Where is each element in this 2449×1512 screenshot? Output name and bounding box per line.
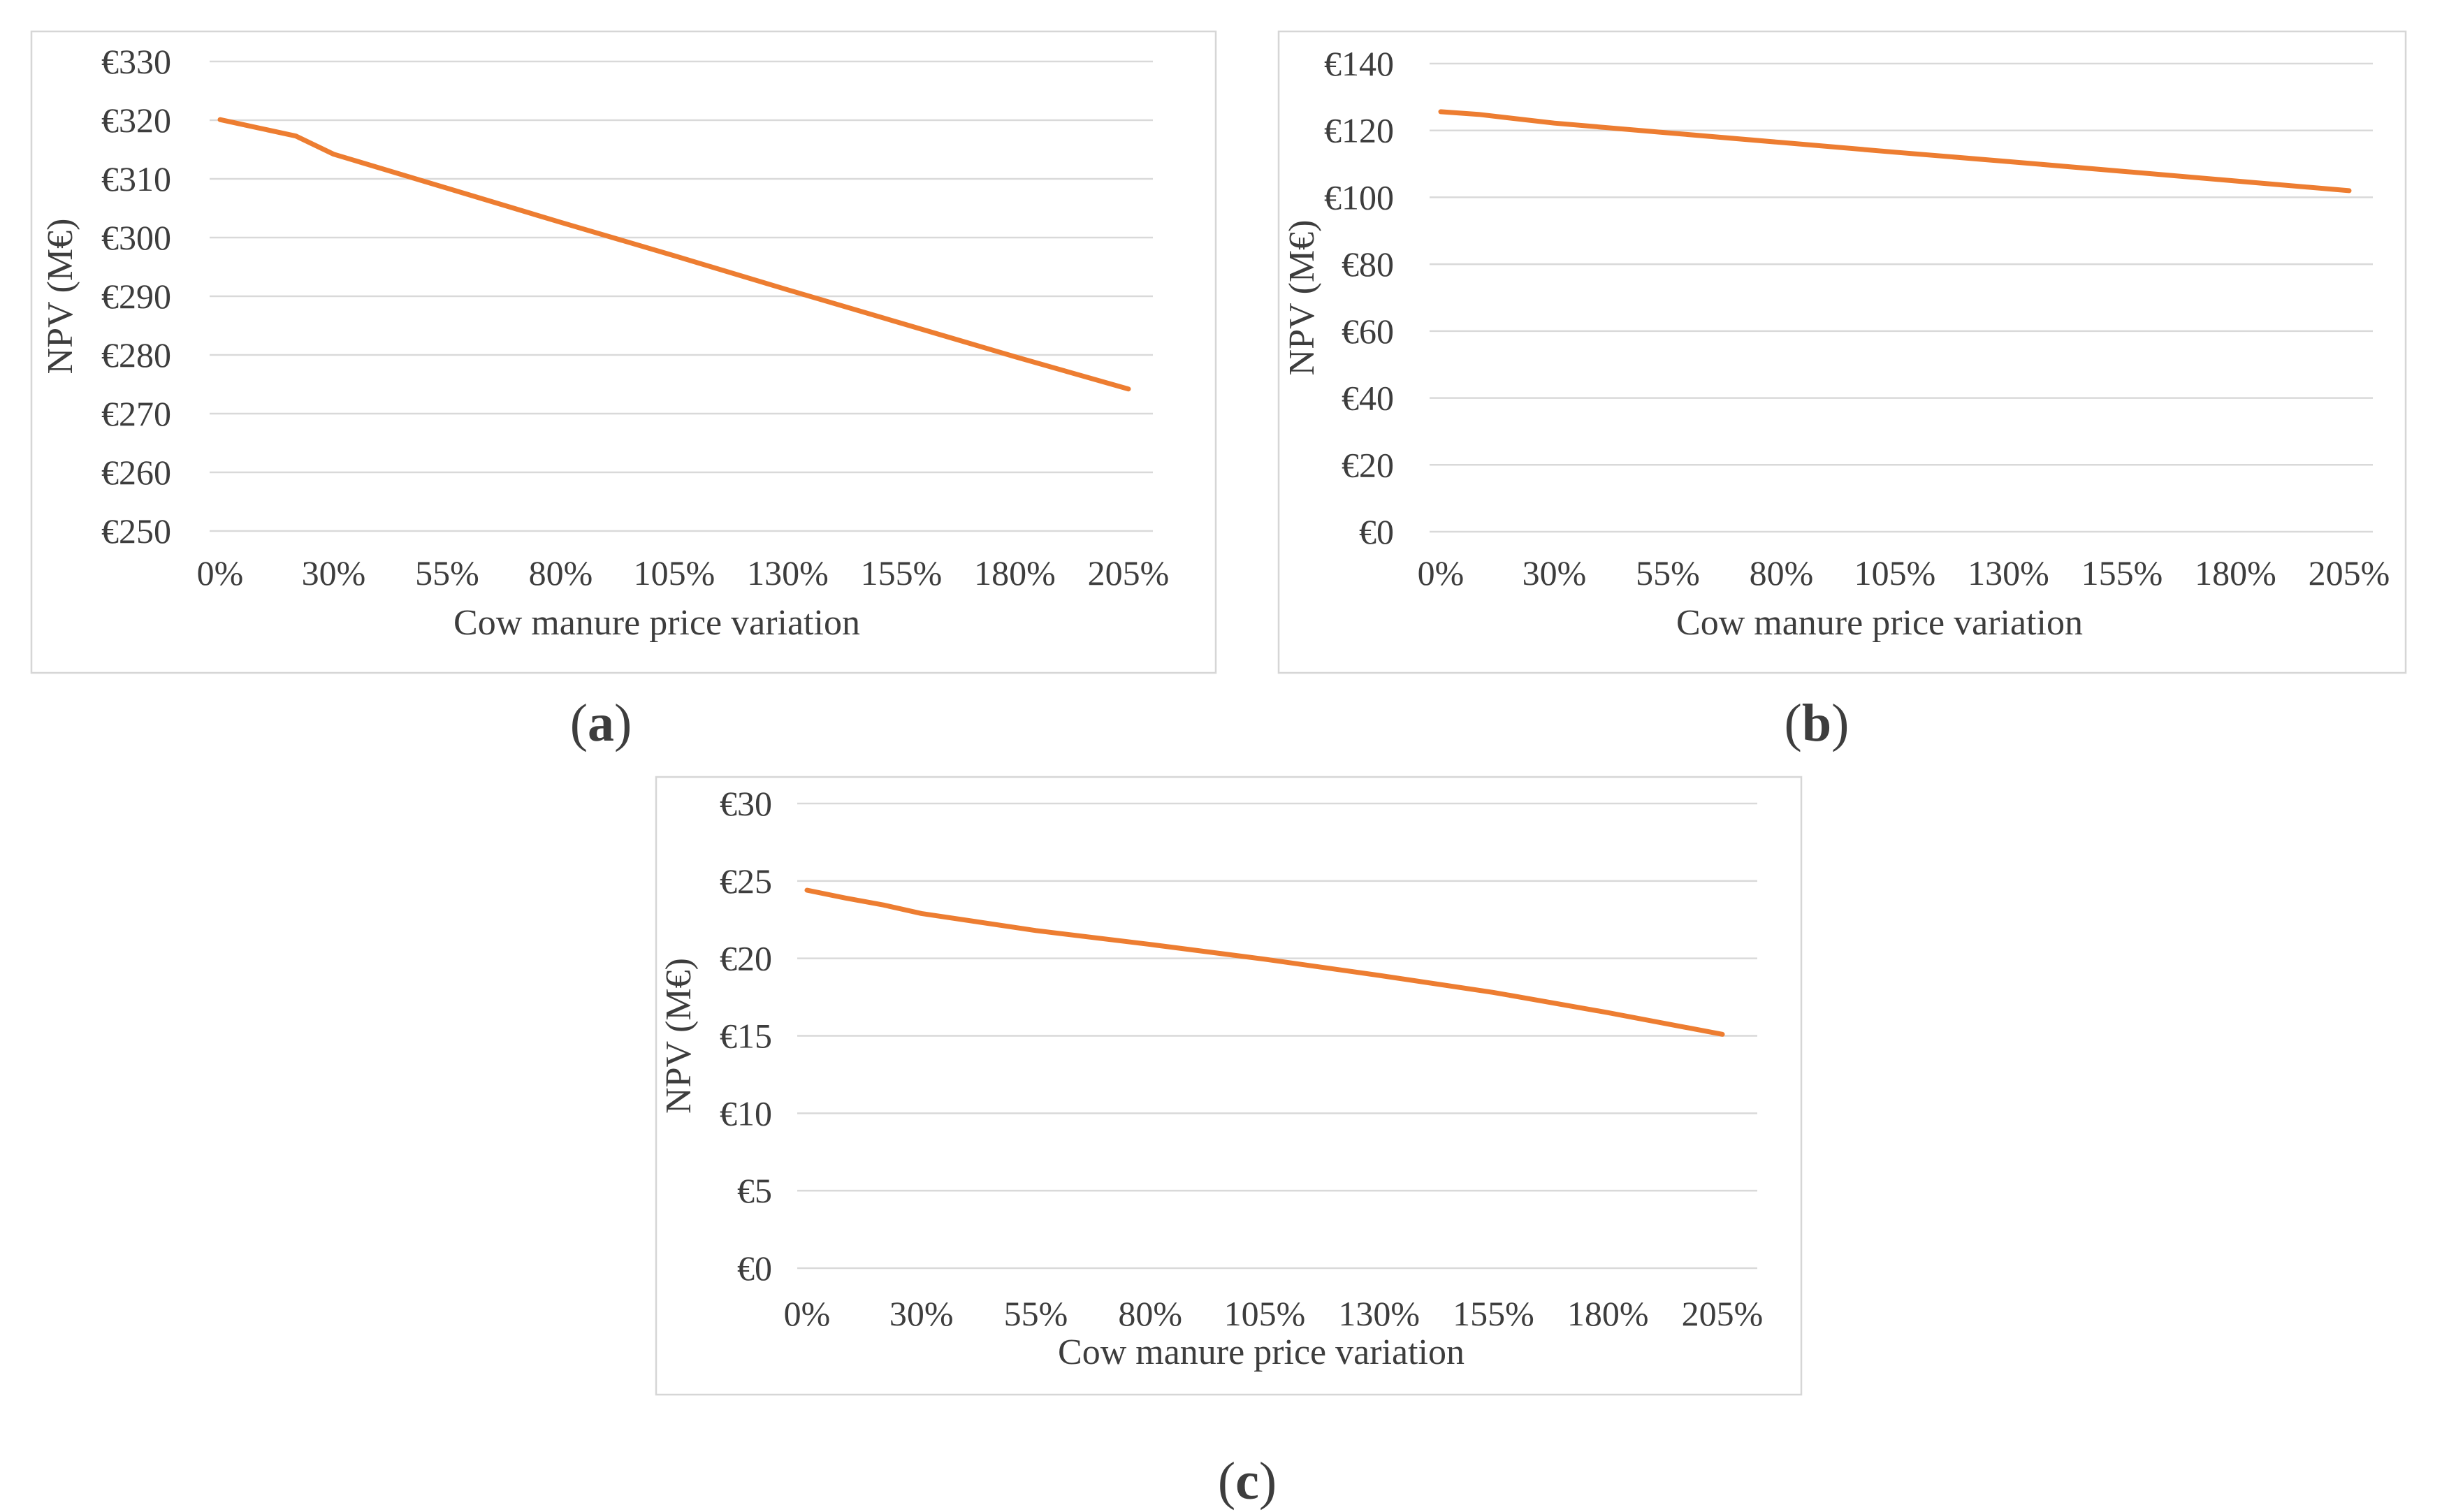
y-tick-label: €300 (101, 218, 171, 257)
y-tick-label: €250 (101, 511, 171, 551)
y-tick-label: €330 (101, 42, 171, 81)
caption-close-paren: ) (1831, 694, 1849, 753)
caption-close-paren: ) (614, 694, 632, 753)
y-tick-label: €15 (720, 1017, 772, 1056)
y-tick-label: €100 (1324, 177, 1394, 217)
chart-a-border (30, 30, 1217, 674)
chart-b-border (1277, 30, 2407, 674)
x-tick-label: 105% (1854, 553, 1936, 593)
caption-close-paren: ) (1259, 1452, 1277, 1511)
x-axis-title: Cow manure price variation (1058, 1332, 1465, 1372)
x-tick-label: 105% (634, 553, 715, 593)
x-tick-label: 130% (1338, 1294, 1420, 1333)
y-axis-title: NPV (M€) (41, 219, 80, 375)
x-tick-label: 30% (302, 553, 366, 593)
y-axis-title: NPV (M€) (1282, 220, 1322, 376)
x-tick-label: 155% (2081, 553, 2163, 593)
x-tick-label: 105% (1224, 1294, 1306, 1333)
x-tick-label: 80% (529, 553, 593, 593)
caption-letter: a (588, 694, 614, 753)
y-tick-label: €0 (1359, 512, 1394, 551)
chart-c-border (655, 776, 1803, 1396)
caption-letter: c (1235, 1452, 1259, 1511)
x-tick-label: 180% (974, 553, 1056, 593)
y-tick-label: €10 (720, 1093, 772, 1133)
subfigure-caption-c: (c) (1218, 1452, 1277, 1511)
x-tick-label: 0% (784, 1294, 831, 1333)
y-axis-title: NPV (M€) (659, 958, 699, 1114)
x-tick-label: 0% (1418, 553, 1465, 593)
y-tick-label: €290 (101, 277, 171, 316)
y-tick-label: €60 (1342, 312, 1394, 351)
x-tick-label: 30% (1523, 553, 1587, 593)
y-tick-label: €25 (720, 862, 772, 901)
x-axis-title: Cow manure price variation (1676, 603, 2083, 643)
y-tick-label: €40 (1342, 379, 1394, 418)
x-tick-label: 205% (1682, 1294, 1764, 1333)
subfigure-caption-a: (a) (570, 694, 632, 753)
x-tick-label: 0% (197, 553, 244, 593)
x-tick-label: 80% (1118, 1294, 1182, 1333)
caption-open-paren: ( (1218, 1452, 1235, 1511)
y-tick-label: €20 (1342, 445, 1394, 484)
y-tick-label: €140 (1324, 44, 1394, 83)
x-tick-label: 155% (1453, 1294, 1534, 1333)
x-tick-label: 205% (1088, 553, 1170, 593)
y-tick-label: €5 (737, 1171, 772, 1210)
y-tick-label: €120 (1324, 111, 1394, 150)
npv-line (217, 117, 1131, 392)
caption-letter: b (1802, 694, 1831, 753)
y-tick-label: €20 (720, 939, 772, 978)
x-tick-label: 55% (415, 553, 479, 593)
x-tick-label: 130% (1968, 553, 2049, 593)
y-tick-label: €280 (101, 335, 171, 375)
x-tick-label: 55% (1636, 553, 1700, 593)
y-tick-label: €270 (101, 394, 171, 433)
x-tick-label: 180% (2195, 553, 2276, 593)
npv-line (1438, 109, 2352, 194)
x-tick-label: 55% (1004, 1294, 1068, 1333)
x-axis-title: Cow manure price variation (453, 603, 860, 643)
chart-b: €140 €120 €100 €80 €60 €40 €20 €0 0% 30% 55% 80% 105… (1277, 30, 2407, 753)
y-tick-label: €260 (101, 453, 171, 492)
x-tick-label: 155% (861, 553, 943, 593)
chart-c: €30 €25 €20 €15 €10 €5 €0 0% 30% 55% 80% 105% 130% 15… (655, 776, 1803, 1511)
x-tick-label: 130% (747, 553, 829, 593)
x-tick-label: 80% (1750, 553, 1814, 593)
x-tick-label: 30% (889, 1294, 954, 1333)
subfigure-caption-b: (b) (1785, 694, 1850, 753)
y-tick-label: €30 (720, 784, 772, 823)
caption-open-paren: ( (1785, 694, 1802, 753)
y-tick-label: €310 (101, 159, 171, 198)
y-tick-label: €320 (101, 101, 171, 140)
caption-open-paren: ( (570, 694, 588, 753)
x-tick-label: 205% (2309, 553, 2390, 593)
y-tick-label: €0 (737, 1249, 772, 1288)
y-tick-label: €80 (1342, 245, 1394, 284)
chart-a: €330 €320 €310 €300 €290 €280 €270 €260 €250 0% 30… (30, 30, 1217, 753)
x-tick-label: 180% (1567, 1294, 1649, 1333)
npv-line (804, 887, 1725, 1037)
